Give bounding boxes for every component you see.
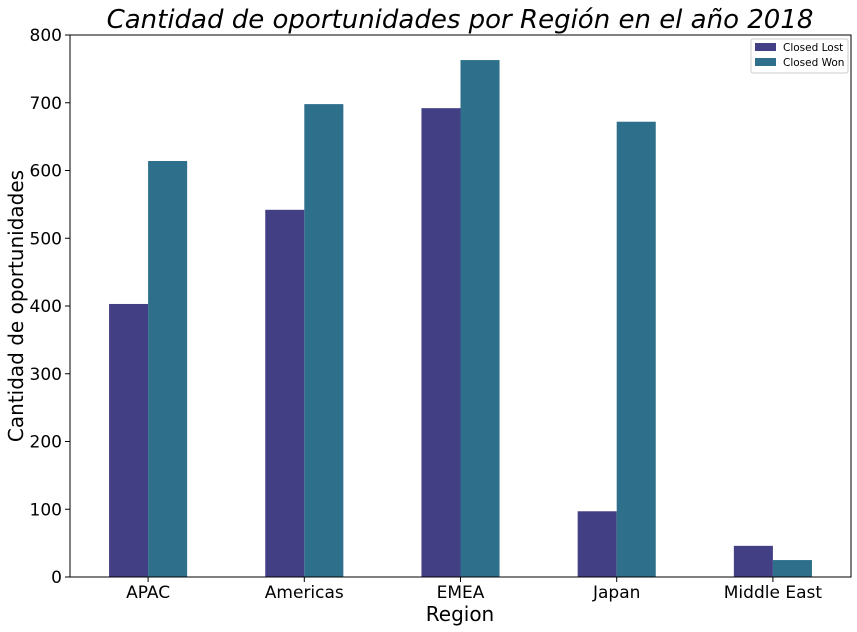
bar-closed-lost-americas [265, 209, 305, 578]
y-tick-label: 0 [51, 568, 62, 588]
x-tick-label: APAC [126, 583, 170, 603]
x-tick-label: Americas [265, 583, 344, 603]
legend-label-closed-won: Closed Won [783, 57, 844, 69]
y-tick-label: 500 [30, 229, 62, 249]
y-tick-label: 100 [30, 500, 62, 520]
bar-closed-won-americas [304, 104, 344, 577]
legend-swatch-closed-won [755, 58, 776, 66]
y-tick-label: 800 [30, 26, 62, 46]
bar-closed-lost-japan [577, 511, 617, 577]
y-tick-label: 700 [30, 94, 62, 114]
bar-closed-won-apac [148, 161, 188, 577]
bar-closed-won-middle-east [772, 560, 812, 577]
x-axis-label: Region [426, 602, 494, 626]
y-axis-ticks: 0 100 200 300 400 500 600 700 800 [30, 26, 70, 588]
bar-group [109, 60, 812, 578]
bar-closed-lost-apac [109, 303, 149, 577]
plot-frame [69, 34, 852, 578]
chart-title: Cantidad de oportunidades por Región en … [107, 5, 814, 35]
y-tick-label: 200 [30, 433, 62, 453]
y-tick-label: 400 [30, 297, 62, 317]
y-axis-label: Cantidad de oportunidades [4, 170, 28, 442]
bar-closed-won-japan [616, 121, 656, 577]
x-axis-ticks: APAC Americas EMEA Japan Middle East [126, 577, 822, 603]
x-tick-label: Japan [592, 583, 640, 603]
y-tick-label: 600 [30, 162, 62, 182]
bar-closed-lost-emea [421, 108, 461, 578]
bar-closed-won-emea [460, 60, 500, 577]
x-tick-label: Middle East [724, 583, 823, 603]
bar-closed-lost-middle-east [733, 545, 773, 577]
legend-swatch-closed-lost [755, 43, 776, 51]
x-tick-label: EMEA [437, 583, 485, 603]
legend: Closed Lost Closed Won [750, 38, 849, 74]
legend-label-closed-lost: Closed Lost [783, 42, 843, 54]
y-tick-label: 300 [30, 365, 62, 385]
